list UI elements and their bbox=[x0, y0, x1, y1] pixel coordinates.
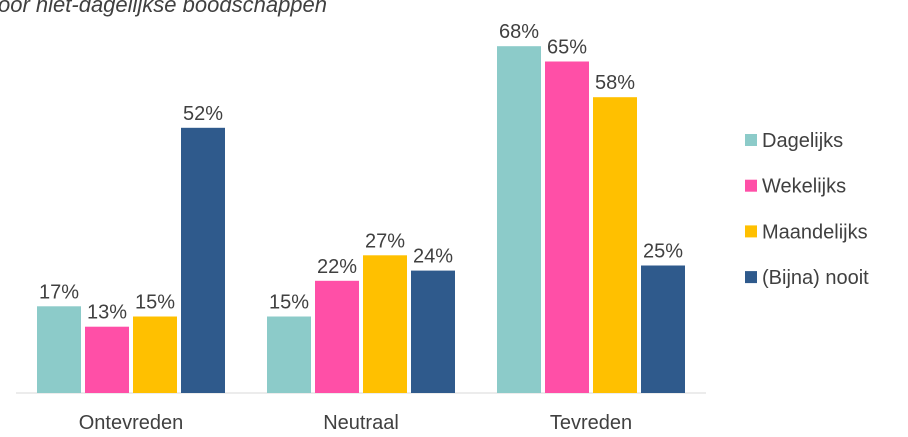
data-label: 68% bbox=[499, 21, 539, 43]
bar bbox=[411, 270, 455, 393]
legend-swatch bbox=[745, 225, 757, 238]
legend-label: Dagelijks bbox=[762, 130, 843, 152]
data-label: 22% bbox=[317, 256, 357, 278]
bar bbox=[133, 316, 177, 393]
x-tick-label: Ontevreden bbox=[79, 412, 184, 434]
legend-swatch bbox=[745, 179, 757, 192]
legend-label: Maandelijks bbox=[762, 221, 868, 243]
legend-swatch bbox=[745, 271, 757, 284]
legend-swatch bbox=[745, 134, 757, 146]
data-label: 27% bbox=[365, 230, 405, 252]
bar bbox=[315, 280, 359, 393]
bar bbox=[641, 265, 685, 393]
data-label: 52% bbox=[183, 103, 223, 125]
data-label: 15% bbox=[269, 292, 309, 314]
bar bbox=[37, 306, 81, 393]
bar bbox=[267, 316, 311, 393]
bar bbox=[545, 61, 589, 393]
data-label: 65% bbox=[547, 37, 587, 59]
data-label: 13% bbox=[87, 302, 127, 324]
data-label: 24% bbox=[413, 246, 453, 268]
data-label: 17% bbox=[39, 281, 79, 303]
legend-label: Wekelijks bbox=[762, 176, 846, 198]
bar bbox=[181, 127, 225, 394]
bar bbox=[593, 97, 637, 393]
data-label: 15% bbox=[135, 292, 175, 314]
bar bbox=[363, 255, 407, 393]
legend-label: (Bijna) nooit bbox=[762, 267, 869, 289]
bar bbox=[497, 46, 541, 393]
data-label: 25% bbox=[643, 241, 683, 263]
x-tick-label: Neutraal bbox=[323, 412, 399, 434]
chart-title: oor niet-dagelijkse boodschappen bbox=[0, 0, 327, 17]
x-tick-label: Tevreden bbox=[550, 412, 632, 434]
data-label: 58% bbox=[595, 72, 635, 94]
bar bbox=[85, 326, 129, 393]
